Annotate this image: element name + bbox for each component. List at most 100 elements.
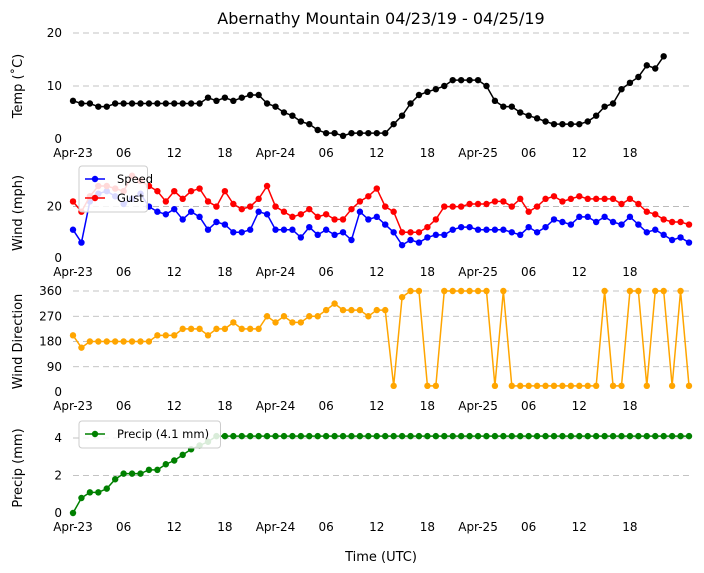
- data-point: [356, 129, 364, 137]
- data-point: [69, 332, 77, 339]
- panel-0: 0 10 20 Apr-23 06 12 18 Apr-24 06 12 18 Apr-25 06 12 1…: [10, 26, 689, 160]
- data-point: [576, 213, 583, 221]
- data-point: [171, 187, 178, 195]
- data-point: [95, 103, 102, 110]
- data-point: [382, 432, 389, 440]
- x-tick-label: 12: [572, 146, 587, 160]
- data-point: [576, 120, 583, 128]
- data-point: [280, 109, 288, 116]
- data-point: [322, 306, 330, 314]
- data-point: [78, 100, 85, 107]
- x-tick-label: Apr-23: [53, 146, 93, 160]
- data-point: [390, 120, 397, 128]
- data-point: [145, 466, 153, 474]
- x-tick-label: 12: [572, 265, 587, 279]
- x-tick-label: Apr-23: [53, 399, 93, 413]
- data-point: [187, 100, 195, 107]
- panel-1: 0 20 Apr-23 06 12 18 Apr-24 06 12 18 Apr-25 06 12 18 W…: [11, 165, 693, 279]
- data-point: [567, 221, 575, 228]
- legend-label: Precip (4.1 mm): [117, 427, 209, 441]
- x-tick-label: 12: [167, 265, 182, 279]
- data-point: [263, 211, 271, 218]
- data-point: [567, 195, 575, 203]
- data-point: [424, 88, 431, 96]
- y-tick-label: 180: [39, 335, 62, 349]
- data-point: [643, 382, 651, 390]
- data-point: [356, 208, 364, 215]
- data-point: [584, 213, 591, 221]
- data-point: [626, 213, 634, 221]
- data-point: [179, 100, 186, 107]
- data-point: [652, 65, 659, 72]
- data-point: [348, 306, 355, 314]
- data-point: [306, 205, 313, 213]
- data-point: [407, 100, 414, 107]
- data-point: [171, 332, 178, 339]
- data-point: [272, 203, 279, 210]
- x-tick-label: Apr-25: [458, 146, 498, 160]
- data-point: [196, 213, 203, 221]
- data-point: [618, 382, 625, 390]
- data-point: [365, 193, 372, 200]
- data-point: [179, 216, 186, 223]
- x-tick-label: 06: [521, 146, 536, 160]
- data-point: [500, 103, 507, 110]
- data-point: [221, 325, 229, 333]
- data-point: [322, 432, 330, 440]
- data-point: [407, 236, 414, 244]
- data-point: [559, 432, 566, 440]
- data-point: [685, 382, 693, 390]
- data-point: [542, 118, 549, 125]
- data-point: [424, 234, 431, 241]
- data-point: [145, 338, 153, 345]
- data-point: [584, 382, 591, 390]
- data-point: [373, 129, 380, 137]
- data-point: [441, 287, 448, 295]
- data-point: [297, 118, 305, 125]
- data-point: [263, 182, 271, 190]
- data-point: [457, 432, 465, 440]
- data-point: [677, 432, 684, 440]
- data-point: [187, 325, 195, 333]
- x-tick-label: 18: [420, 265, 435, 279]
- data-point: [584, 195, 591, 203]
- x-tick-label: 12: [572, 399, 587, 413]
- data-point: [415, 432, 423, 440]
- data-point: [601, 287, 608, 295]
- data-point: [576, 193, 583, 200]
- data-point: [491, 198, 499, 205]
- data-point: [238, 229, 245, 236]
- data-point: [457, 76, 465, 84]
- data-point: [592, 112, 600, 119]
- data-point: [517, 382, 524, 390]
- data-point: [230, 229, 237, 236]
- data-point: [609, 432, 617, 440]
- data-point: [576, 432, 583, 440]
- data-point: [584, 118, 591, 125]
- data-point: [247, 91, 254, 99]
- data-point: [550, 193, 558, 200]
- x-tick-label: Apr-25: [458, 399, 498, 413]
- data-point: [660, 432, 667, 440]
- data-point: [247, 203, 254, 210]
- data-point: [550, 120, 558, 128]
- data-point: [432, 432, 440, 440]
- data-point: [449, 226, 456, 233]
- data-point: [390, 229, 397, 236]
- data-point: [339, 306, 347, 314]
- data-point: [432, 216, 440, 223]
- chart-title: Abernathy Mountain 04/23/19 - 04/25/19: [217, 9, 544, 28]
- x-tick-label: Apr-23: [53, 520, 93, 534]
- data-point: [424, 432, 431, 440]
- y-tick-label: 0: [54, 132, 62, 146]
- data-point: [331, 300, 338, 307]
- data-point: [306, 223, 313, 231]
- data-point: [111, 100, 119, 107]
- data-point: [162, 211, 170, 218]
- data-point: [483, 82, 490, 90]
- data-point: [508, 229, 515, 236]
- data-point: [542, 195, 549, 203]
- data-point: [677, 234, 684, 241]
- data-point: [618, 432, 625, 440]
- data-point: [95, 338, 102, 345]
